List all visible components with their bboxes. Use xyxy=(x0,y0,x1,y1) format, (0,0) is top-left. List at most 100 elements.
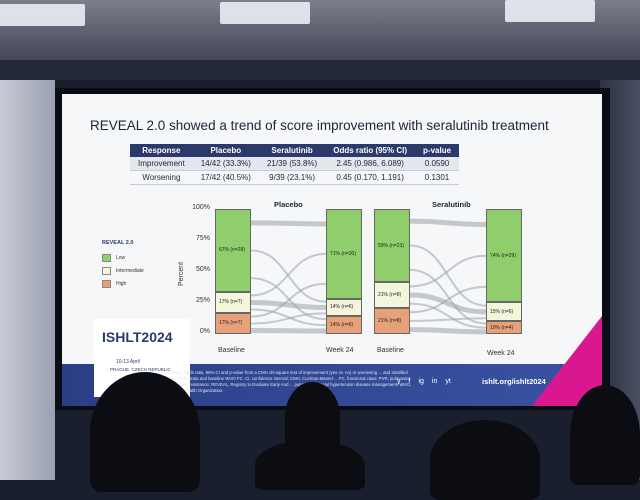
logo-text: ISHLT2024 xyxy=(102,329,173,345)
legend-label: High xyxy=(116,281,127,287)
alluvial-flow xyxy=(409,244,487,307)
segment-label: 21% (n=8) xyxy=(378,318,402,324)
segment-label: 17% (n=7) xyxy=(219,320,243,327)
alluvial-flow xyxy=(250,312,327,325)
logo-dates: 10-13 April xyxy=(116,359,140,365)
table-cell: 21/39 (53.8%) xyxy=(258,157,326,171)
footnote: Note: Odds ratio, 95% CI and p-value fro… xyxy=(172,370,412,393)
bar-segment-low xyxy=(215,209,251,292)
table-cell: 0.1301 xyxy=(415,170,460,185)
legend-item: Low xyxy=(102,254,125,262)
bar-segment-high xyxy=(326,316,362,334)
table-cell: 2.45 (0.986, 6.089) xyxy=(325,157,416,171)
legend-item: High xyxy=(102,280,126,288)
legend-label: Low xyxy=(116,255,126,261)
alluvial-flow xyxy=(409,218,487,228)
audience-head xyxy=(570,385,640,485)
alluvial-flow xyxy=(250,252,327,297)
segment-label: 74% (n=29) xyxy=(490,252,516,259)
column-header: Seralutinib xyxy=(258,144,326,157)
alluvial-flow xyxy=(250,299,327,310)
x-label-week24: Week 24 xyxy=(487,350,515,357)
bar-segment-intermediate xyxy=(486,302,522,322)
bar-segment-high xyxy=(486,321,522,334)
table-cell: 17/42 (40.5%) xyxy=(192,170,259,185)
column-header: Odds ratio (95% CI) xyxy=(325,144,416,157)
ceiling-beam xyxy=(0,60,640,80)
table-row: Worsening 17/42 (40.5%) 9/39 (23.1%) 0.4… xyxy=(130,170,460,185)
alluvial-flow xyxy=(409,302,487,329)
segment-label: 15% (n=6) xyxy=(490,308,514,315)
alluvial-flows xyxy=(250,218,487,335)
social-icons: y f ig in yt xyxy=(397,378,451,385)
bar-segment-low xyxy=(374,209,410,283)
alluvial-flow xyxy=(409,268,487,325)
legend-title: REVEAL 2.0 xyxy=(102,240,134,246)
alluvial-flow xyxy=(250,220,327,227)
panel-title-seralutinib: Seralutinib xyxy=(432,200,471,209)
column-header: Placebo xyxy=(192,144,259,157)
alluvial-flow xyxy=(409,317,487,323)
bar-segment-intermediate xyxy=(215,291,251,313)
bar-segment-high xyxy=(374,308,410,334)
segment-label: 59% (n=23) xyxy=(378,242,404,249)
audience-shoulders xyxy=(255,440,365,490)
y-tick-label: 0% xyxy=(199,328,210,335)
bar-segment-high xyxy=(215,312,251,334)
instagram-icon: ig xyxy=(418,378,424,385)
legend-swatch-high xyxy=(102,280,111,288)
legend-label: Intermediate xyxy=(116,268,144,274)
facebook-icon: f xyxy=(408,378,411,385)
x-label-baseline: Baseline xyxy=(218,347,245,354)
response-table: Response Placebo Seralutinib Odds ratio … xyxy=(130,144,460,185)
table-cell: 0.45 (0.170, 1.191) xyxy=(325,170,416,185)
y-tick-label: 25% xyxy=(195,297,210,304)
column-header: p-value xyxy=(415,144,460,157)
x-label-baseline: Baseline xyxy=(377,347,404,354)
x-label-week24: Week 24 xyxy=(326,347,354,354)
segment-label: 67% (n=28) xyxy=(219,247,245,254)
segment-label: 21% (n=8) xyxy=(378,292,402,298)
projection-screen: REVEAL 2.0 showed a trend of score impro… xyxy=(62,94,602,406)
logo-place: PRAGUE, CZECH REPUBLIC xyxy=(110,367,171,372)
alluvial-flow xyxy=(409,254,487,288)
table-cell: Improvement xyxy=(130,157,193,171)
segment-label: 14% (n=6) xyxy=(330,304,354,311)
slide-title: REVEAL 2.0 showed a trend of score impro… xyxy=(90,118,549,133)
alluvial-flow xyxy=(250,327,327,334)
alluvial-flow xyxy=(250,308,327,327)
table-cell: 9/39 (23.1%) xyxy=(258,170,326,185)
y-tick-label: 50% xyxy=(195,266,210,273)
bar-segment-low xyxy=(326,209,362,299)
alluvial-flow xyxy=(250,277,327,321)
segment-label: 10% (n=4) xyxy=(490,324,514,331)
panel-title-placebo: Placebo xyxy=(274,200,303,209)
segment-label: 17% (n=7) xyxy=(219,299,243,306)
alluvial-flow xyxy=(250,282,327,318)
alluvial-flow xyxy=(409,285,487,314)
ceiling-light xyxy=(505,0,595,22)
youtube-icon: yt xyxy=(445,378,451,385)
y-tick-label: 100% xyxy=(192,204,210,211)
table-cell: 14/42 (33.3%) xyxy=(192,157,259,171)
linkedin-icon: in xyxy=(431,378,438,385)
audience-head xyxy=(90,372,200,492)
column-header: Response xyxy=(130,144,193,157)
website-url: ishlt.org/ishlt2024 xyxy=(482,377,546,386)
table-cell: Worsening xyxy=(130,170,193,185)
legend-swatch-intermediate xyxy=(102,267,111,275)
alluvial-flow xyxy=(409,327,487,335)
twitter-icon: y xyxy=(397,378,401,385)
left-wall xyxy=(0,80,55,480)
y-tick-label: 75% xyxy=(195,235,210,242)
legend-swatch-low xyxy=(102,254,111,262)
ceiling-light xyxy=(0,4,85,26)
bar-segment-intermediate xyxy=(374,282,410,308)
ceiling xyxy=(0,0,640,70)
legend-item: Intermediate xyxy=(102,267,144,275)
segment-label: 14% (n=6) xyxy=(330,322,354,329)
ceiling-light xyxy=(220,2,310,24)
segment-label: 71% (n=30) xyxy=(330,250,356,257)
bar-segment-low xyxy=(486,209,522,303)
alluvial-flow xyxy=(409,292,487,315)
